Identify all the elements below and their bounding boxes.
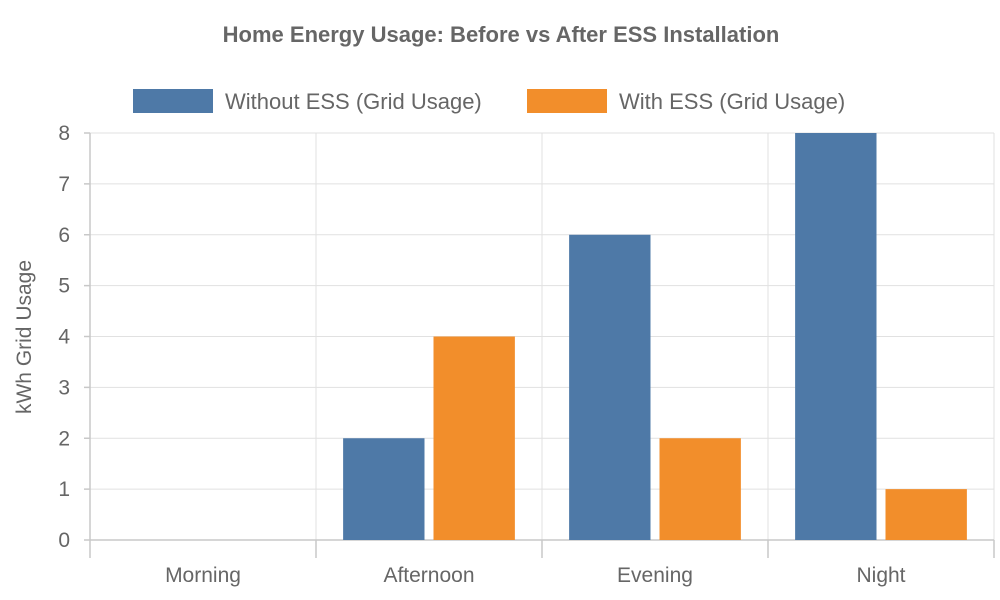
chart-title: Home Energy Usage: Before vs After ESS I…	[223, 22, 780, 47]
bar-with-ess-night	[885, 489, 967, 540]
y-axis-title: kWh Grid Usage	[13, 260, 36, 414]
legend-swatch	[527, 89, 607, 113]
y-tick-label: 5	[58, 275, 70, 298]
bar-without-ess-evening	[569, 234, 651, 540]
legend: Without ESS (Grid Usage) With ESS (Grid U…	[133, 89, 845, 114]
x-tick-label: Evening	[617, 564, 693, 587]
y-tick-label: 3	[58, 376, 70, 399]
bar-with-ess-afternoon	[433, 336, 515, 540]
bar-without-ess-night	[795, 133, 877, 540]
bar-without-ess-afternoon	[343, 438, 425, 540]
legend-label: Without ESS (Grid Usage)	[225, 89, 482, 114]
y-tick-label: 8	[58, 122, 70, 145]
y-axis-ticks: 0 1 2 3 4 5 6 7 8	[58, 122, 90, 552]
y-tick-label: 7	[58, 173, 70, 196]
legend-label: With ESS (Grid Usage)	[619, 89, 845, 114]
y-tick-label: 4	[58, 326, 70, 349]
x-tick-label: Morning	[165, 564, 241, 587]
y-tick-label: 6	[58, 224, 70, 247]
grid	[90, 132, 995, 540]
x-axis-ticks: Morning Afternoon Evening Night	[89, 540, 995, 587]
bar-with-ess-evening	[659, 438, 741, 540]
y-tick-label: 1	[58, 478, 70, 501]
x-tick-label: Afternoon	[383, 564, 474, 587]
y-tick-label: 2	[58, 427, 70, 450]
bars	[343, 133, 967, 540]
x-tick-label: Night	[856, 564, 905, 587]
legend-swatch	[133, 89, 213, 113]
y-tick-label: 0	[58, 529, 70, 552]
